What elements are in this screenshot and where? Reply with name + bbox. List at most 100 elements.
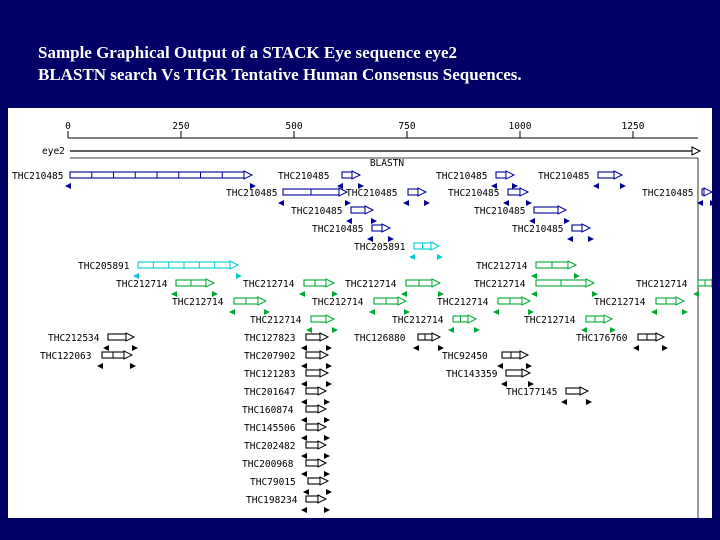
hit-row: THC210485	[642, 187, 712, 206]
hit-bar	[305, 423, 319, 431]
hit-label: THC145506	[244, 423, 296, 434]
query-label: eye2	[42, 146, 65, 157]
hit-row: THC212534	[48, 332, 138, 351]
hit-end-marker-icon	[438, 345, 444, 351]
hit-start-marker-icon	[303, 489, 309, 495]
hit-row: THC210485	[278, 170, 364, 189]
tick-label: 750	[398, 121, 415, 132]
hit-arrow-icon	[325, 278, 336, 288]
hit-start-marker-icon	[567, 236, 573, 242]
hit-row: THC212714	[437, 296, 534, 315]
hit-start-marker-icon	[593, 183, 599, 189]
hit-label: THC200968	[242, 459, 294, 470]
hit-row: THC210485	[448, 187, 532, 206]
hit-label: THC92450	[442, 351, 488, 362]
hit-row: THC210485	[12, 170, 256, 189]
hit-arrow-icon	[205, 278, 216, 288]
hit-arrow-icon	[521, 296, 532, 306]
hit-end-marker-icon	[474, 327, 480, 333]
hit-arrow-icon	[381, 223, 392, 233]
hit-start-marker-icon	[301, 507, 307, 513]
hit-start-marker-icon	[301, 453, 307, 459]
hit-row: THC212714	[172, 296, 270, 315]
hit-row: THC212714	[476, 260, 580, 279]
hit-label: THC212714	[116, 279, 168, 290]
hit-row: THC127823	[244, 332, 332, 351]
hit-bar	[305, 495, 319, 503]
hit-label: THC212714	[437, 297, 489, 308]
hit-arrow-icon	[257, 296, 268, 306]
hit-row: THC202482	[244, 440, 330, 459]
hit-label: THC210485	[278, 171, 329, 182]
hit-end-marker-icon	[326, 489, 332, 495]
hit-label: THC212714	[636, 279, 688, 290]
hit-bar	[310, 315, 327, 323]
hit-arrow-icon	[505, 170, 516, 180]
hit-label: THC121283	[244, 369, 295, 380]
hit-start-marker-icon	[448, 327, 454, 333]
slide-title-line-1: Sample Graphical Output of a STACK Eye s…	[38, 43, 458, 62]
hit-arrow-icon	[319, 350, 330, 360]
hit-end-marker-icon	[358, 183, 364, 189]
hit-start-marker-icon	[301, 399, 307, 405]
hit-end-marker-icon	[212, 291, 218, 297]
hit-label: THC210485	[512, 224, 563, 235]
hit-end-marker-icon	[250, 183, 256, 189]
hit-start-marker-icon	[229, 309, 235, 315]
hit-start-marker-icon	[529, 218, 535, 224]
hit-end-marker-icon	[586, 399, 592, 405]
hit-label: THC210485	[346, 188, 397, 199]
hit-start-marker-icon	[409, 254, 415, 260]
hit-start-marker-icon	[301, 381, 307, 387]
hit-arrow-icon	[431, 278, 442, 288]
hit-end-marker-icon	[264, 309, 270, 315]
hit-row: THC143359	[446, 368, 534, 387]
hit-end-marker-icon	[388, 236, 394, 242]
hit-label: THC202482	[244, 441, 295, 452]
hit-label: THC210485	[538, 171, 589, 182]
hit-bar	[305, 459, 319, 467]
hit-end-marker-icon	[574, 273, 580, 279]
hit-arrow-icon	[581, 223, 592, 233]
hit-arrow-icon	[397, 296, 408, 306]
hit-arrow-icon	[325, 314, 336, 324]
hit-bar	[407, 188, 419, 196]
hit-start-marker-icon	[299, 291, 305, 297]
hit-end-marker-icon	[236, 273, 242, 279]
hit-arrow-icon	[417, 187, 428, 197]
hit-start-marker-icon	[403, 200, 409, 206]
hit-bar	[495, 171, 507, 179]
hit-arrow-icon	[317, 458, 328, 468]
hit-label: THC212714	[524, 315, 576, 326]
hit-arrow-icon	[655, 332, 666, 342]
hit-end-marker-icon	[326, 381, 332, 387]
hit-row: THC176760	[576, 332, 668, 351]
hit-row: THC126880	[354, 332, 444, 351]
hit-label: THC176760	[576, 333, 628, 344]
hit-label: THC212714	[172, 297, 224, 308]
hit-arrow-icon	[319, 332, 330, 342]
hit-arrow-icon	[519, 350, 530, 360]
hit-row: THC212714	[243, 278, 338, 297]
hit-row: THC212714	[312, 296, 410, 315]
hit-row: THC201647	[244, 386, 330, 405]
hit-row: THC177145	[506, 386, 592, 405]
hit-bar	[305, 441, 319, 449]
hit-label: THC212714	[243, 279, 295, 290]
hit-end-marker-icon	[424, 200, 430, 206]
hit-end-marker-icon	[438, 291, 444, 297]
hit-label: THC198234	[246, 495, 298, 506]
hit-start-marker-icon	[401, 291, 407, 297]
hit-start-marker-icon	[367, 236, 373, 242]
hit-start-marker-icon	[693, 291, 699, 297]
hit-label: THC79015	[250, 477, 296, 488]
hit-arrow-icon	[243, 170, 254, 180]
hit-arrow-icon	[319, 368, 330, 378]
hit-arrow-icon	[467, 314, 478, 324]
tick-label: 250	[172, 121, 189, 132]
hit-row: THC210485	[436, 170, 518, 189]
hit-start-marker-icon	[531, 291, 537, 297]
hit-label: THC210485	[436, 171, 487, 182]
hit-end-marker-icon	[592, 291, 598, 297]
hit-row: THC207902	[244, 350, 332, 369]
